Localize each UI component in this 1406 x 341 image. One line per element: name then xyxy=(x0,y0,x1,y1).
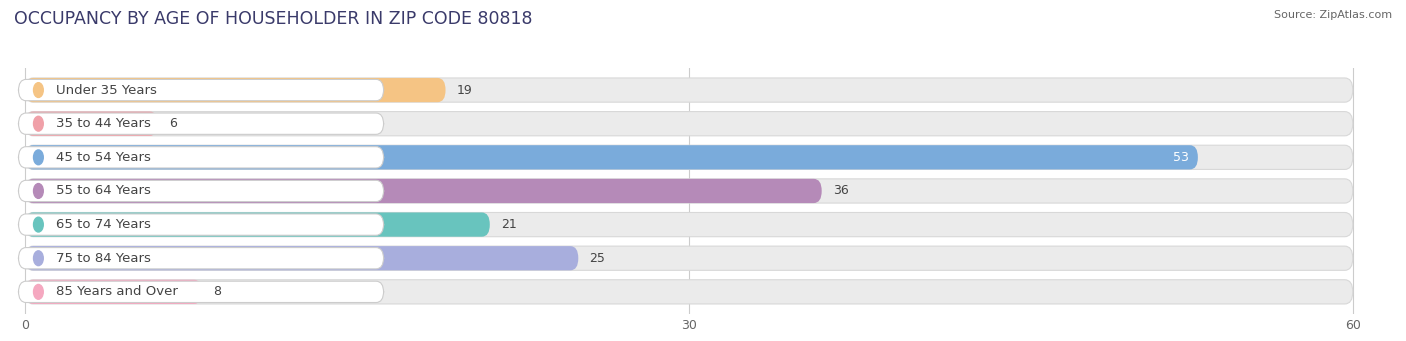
Circle shape xyxy=(34,183,44,198)
Text: 45 to 54 Years: 45 to 54 Years xyxy=(56,151,150,164)
Text: 8: 8 xyxy=(214,285,221,298)
FancyBboxPatch shape xyxy=(25,112,1353,136)
FancyBboxPatch shape xyxy=(18,79,384,101)
Circle shape xyxy=(34,83,44,98)
Text: 21: 21 xyxy=(501,218,516,231)
Text: Under 35 Years: Under 35 Years xyxy=(56,84,157,97)
Text: Source: ZipAtlas.com: Source: ZipAtlas.com xyxy=(1274,10,1392,20)
FancyBboxPatch shape xyxy=(25,246,1353,270)
FancyBboxPatch shape xyxy=(18,113,384,134)
Circle shape xyxy=(34,217,44,232)
FancyBboxPatch shape xyxy=(18,180,384,202)
Text: 36: 36 xyxy=(832,184,848,197)
FancyBboxPatch shape xyxy=(25,179,1353,203)
FancyBboxPatch shape xyxy=(18,248,384,269)
FancyBboxPatch shape xyxy=(25,78,1353,102)
Text: 19: 19 xyxy=(457,84,472,97)
Text: 85 Years and Over: 85 Years and Over xyxy=(56,285,179,298)
FancyBboxPatch shape xyxy=(25,246,578,270)
Text: 55 to 64 Years: 55 to 64 Years xyxy=(56,184,150,197)
FancyBboxPatch shape xyxy=(25,145,1198,169)
Circle shape xyxy=(34,116,44,131)
Text: 75 to 84 Years: 75 to 84 Years xyxy=(56,252,150,265)
FancyBboxPatch shape xyxy=(25,179,821,203)
Text: 65 to 74 Years: 65 to 74 Years xyxy=(56,218,150,231)
Text: OCCUPANCY BY AGE OF HOUSEHOLDER IN ZIP CODE 80818: OCCUPANCY BY AGE OF HOUSEHOLDER IN ZIP C… xyxy=(14,10,533,28)
Circle shape xyxy=(34,150,44,165)
Text: 53: 53 xyxy=(1173,151,1189,164)
Text: 25: 25 xyxy=(589,252,605,265)
FancyBboxPatch shape xyxy=(25,280,1353,304)
FancyBboxPatch shape xyxy=(18,147,384,168)
FancyBboxPatch shape xyxy=(25,212,489,237)
Text: 35 to 44 Years: 35 to 44 Years xyxy=(56,117,150,130)
Circle shape xyxy=(34,284,44,299)
FancyBboxPatch shape xyxy=(25,212,1353,237)
FancyBboxPatch shape xyxy=(18,214,384,235)
FancyBboxPatch shape xyxy=(25,280,202,304)
FancyBboxPatch shape xyxy=(25,145,1353,169)
FancyBboxPatch shape xyxy=(25,78,446,102)
FancyBboxPatch shape xyxy=(25,112,157,136)
Text: 6: 6 xyxy=(169,117,177,130)
Circle shape xyxy=(34,251,44,266)
FancyBboxPatch shape xyxy=(18,281,384,302)
